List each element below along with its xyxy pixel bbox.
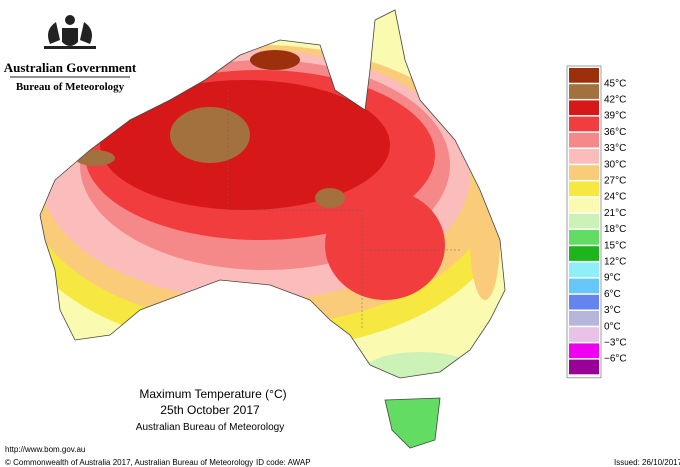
legend-swatch: [569, 278, 599, 294]
legend-swatch: [569, 359, 599, 375]
tasmania: [384, 397, 441, 449]
legend: 45°C 42°C 39°C 36°C 33°C 30°C 27°C 24°C 21°C 18°C…: [566, 65, 627, 379]
legend-swatch: [569, 294, 599, 310]
legend-label: 36°C: [604, 127, 626, 138]
legend-swatch: [569, 311, 599, 326]
temperature-map: [40, 10, 505, 378]
coastline: [39, 9, 506, 379]
legend-label: 18°C: [604, 224, 626, 235]
legend-swatch: [569, 343, 599, 359]
caption-title: Maximum Temperature (°C): [139, 387, 286, 401]
legend-label: 39°C: [604, 111, 626, 122]
legend-swatch: [569, 116, 599, 132]
legend-label: 27°C: [604, 176, 626, 187]
coat-of-arms: [44, 15, 96, 49]
legend-label: 33°C: [604, 143, 626, 154]
legend-swatch: [569, 165, 599, 180]
legend-swatch: [569, 68, 599, 83]
legend-label: 30°C: [604, 159, 626, 170]
legend-swatch: [569, 262, 599, 278]
legend-swatch: [569, 181, 599, 197]
legend-swatch: [569, 132, 599, 148]
legend-label: −6°C: [604, 354, 627, 365]
legend-label: 9°C: [604, 273, 621, 284]
state-borders: [227, 90, 460, 330]
header-title: Australian Government: [4, 60, 137, 75]
legend-label: 12°C: [604, 257, 626, 268]
legend-label: 3°C: [604, 305, 621, 316]
legend-label: 21°C: [604, 208, 626, 219]
legend-swatch: [569, 100, 599, 116]
legend-label: 15°C: [604, 240, 626, 251]
legend-swatch: [569, 327, 599, 342]
legend-label: 45°C: [604, 78, 626, 89]
legend-swatch: [569, 197, 599, 213]
footer-copyright: © Commonwealth of Australia 2017, Austra…: [5, 458, 253, 467]
legend-swatch: [569, 230, 599, 245]
header-subtitle: Bureau of Meteorology: [16, 81, 125, 93]
legend-label: 24°C: [604, 192, 626, 203]
legend-label: 42°C: [604, 95, 626, 106]
legend-label: 6°C: [604, 289, 621, 300]
legend-swatch: [569, 246, 599, 261]
caption-source: Australian Bureau of Meteorology: [136, 422, 284, 433]
legend-label: 0°C: [604, 321, 621, 332]
legend-swatch: [569, 149, 599, 164]
footer-issued: Issued: 26/10/2017: [614, 458, 680, 467]
legend-swatch: [569, 213, 599, 229]
footer-url: http://www.bom.gov.au: [5, 445, 85, 454]
legend-swatch: [569, 84, 599, 99]
legend-label: −3°C: [604, 338, 627, 349]
caption-date: 25th October 2017: [160, 403, 260, 417]
footer-id: ID code: AWAP: [256, 458, 311, 467]
